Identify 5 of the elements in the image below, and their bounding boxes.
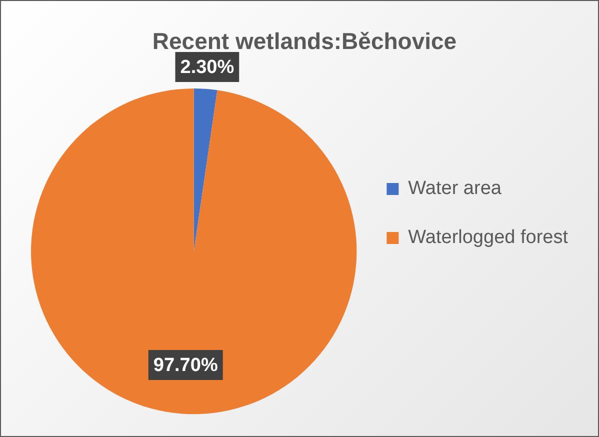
- data-label: 97.70%: [153, 355, 218, 376]
- chart-title: Recent wetlands:Běchovice: [152, 28, 457, 54]
- legend-label: Water area: [408, 178, 502, 200]
- legend-label: Waterlogged forest: [408, 227, 569, 248]
- data-label: 2.30%: [180, 57, 234, 78]
